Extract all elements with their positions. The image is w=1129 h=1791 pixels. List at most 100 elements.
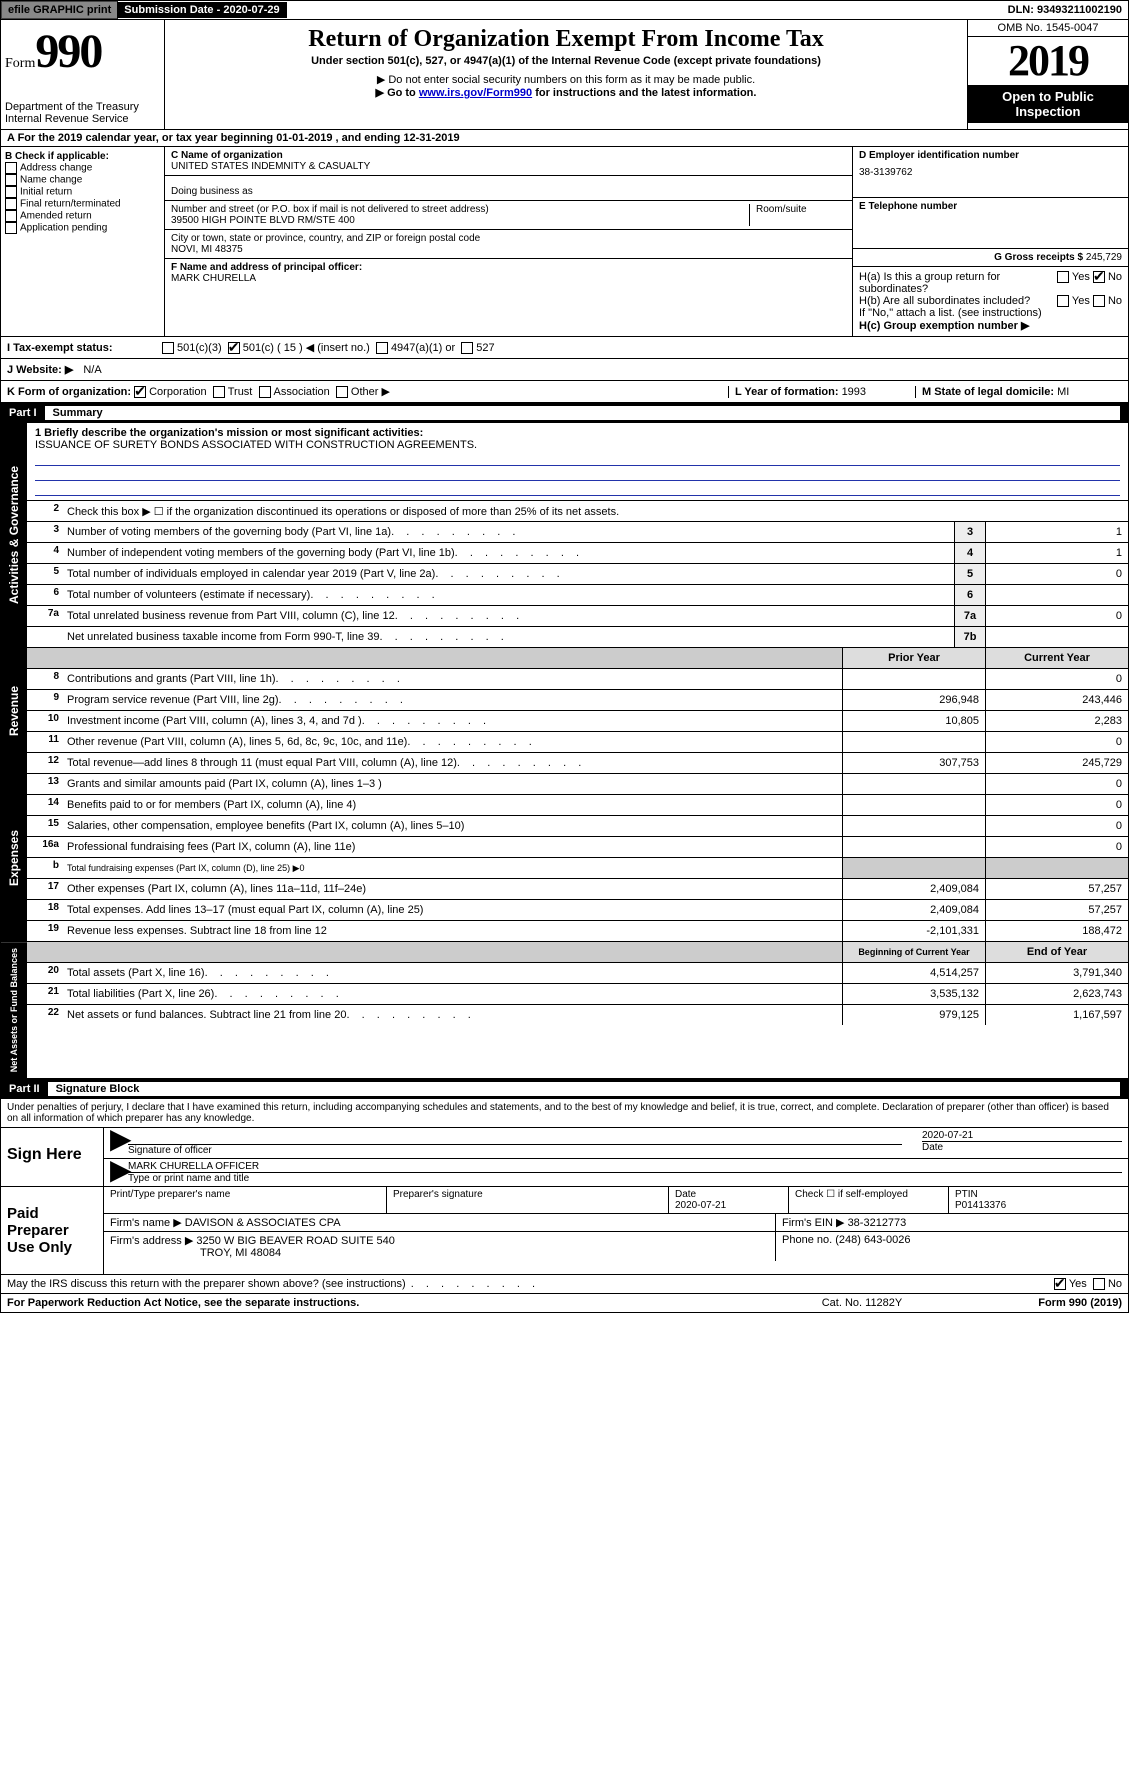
netassets-line-20: 20Total assets (Part X, line 16)4,514,25… <box>27 963 1128 984</box>
chk-amended-return[interactable] <box>5 210 17 222</box>
room-suite-label: Room/suite <box>749 204 846 226</box>
website-value: N/A <box>83 364 101 376</box>
section-b-to-g: B Check if applicable: Address change Na… <box>0 147 1129 337</box>
signature-block: Sign Here ▶ Signature of officer 2020-07… <box>0 1128 1129 1187</box>
form990-link[interactable]: www.irs.gov/Form990 <box>419 87 532 99</box>
firm-name-label: Firm's name ▶ <box>110 1217 182 1229</box>
hdr-end-year: End of Year <box>985 942 1128 962</box>
opt-amended-return: Amended return <box>20 211 92 222</box>
vlabel-revenue: Revenue <box>1 648 27 773</box>
opt-initial-return: Initial return <box>20 187 72 198</box>
chk-ha-no[interactable] <box>1093 271 1105 283</box>
expense-line-15: 15Salaries, other compensation, employee… <box>27 816 1128 837</box>
form-word: Form <box>5 56 35 71</box>
vlabel-ag: Activities & Governance <box>1 423 27 647</box>
expense-line-14: 14Benefits paid to or for members (Part … <box>27 795 1128 816</box>
m-label: M State of legal domicile: <box>922 386 1057 398</box>
expense-line-13: 13Grants and similar amounts paid (Part … <box>27 774 1128 795</box>
open-to-public: Open to Public Inspection <box>968 85 1128 123</box>
firm-addr-label: Firm's address ▶ <box>110 1235 193 1247</box>
discuss-yes: Yes <box>1069 1278 1087 1290</box>
chk-initial-return[interactable] <box>5 186 17 198</box>
chk-501c[interactable] <box>228 342 240 354</box>
discuss-row: May the IRS discuss this return with the… <box>0 1275 1129 1294</box>
line-2-checkbox-text: Check this box ▶ ☐ if the organization d… <box>63 501 1128 521</box>
opt-4947: 4947(a)(1) or <box>391 342 455 354</box>
opt-501c: 501(c) ( 15 ) ◀ (insert no.) <box>243 341 370 354</box>
phone-label: Phone no. <box>782 1234 835 1246</box>
summary-line-5: 5Total number of individuals employed in… <box>27 564 1128 585</box>
opt-association: Association <box>274 386 330 398</box>
block-revenue: Revenue Prior Year Current Year 8Contrib… <box>0 648 1129 774</box>
efile-print-button[interactable]: efile GRAPHIC print <box>1 1 118 19</box>
chk-trust[interactable] <box>213 386 225 398</box>
opt-corporation: Corporation <box>149 386 206 398</box>
hdr-preparer-name: Print/Type preparer's name <box>104 1187 386 1214</box>
chk-name-change[interactable] <box>5 174 17 186</box>
row-i-tax-status: I Tax-exempt status: 501(c)(3) 501(c) ( … <box>0 337 1129 359</box>
chk-association[interactable] <box>259 386 271 398</box>
l1-label: 1 Briefly describe the organization's mi… <box>35 427 1120 439</box>
col-b-checkboxes: B Check if applicable: Address change Na… <box>1 147 165 336</box>
h-c-text: H(c) Group exemption number ▶ <box>859 319 1122 332</box>
part-ii-header: Part II Signature Block <box>0 1079 1129 1099</box>
chk-discuss-no[interactable] <box>1093 1278 1105 1290</box>
dba-label: Doing business as <box>171 186 846 197</box>
goto-post: for instructions and the latest informat… <box>532 87 756 99</box>
state-domicile: MI <box>1057 386 1069 398</box>
row-k-form-org: K Form of organization: Corporation Trus… <box>0 381 1129 403</box>
chk-hb-no[interactable] <box>1093 295 1105 307</box>
principal-officer: MARK CHURELLA <box>171 273 846 284</box>
h-group-return: H(a) Is this a group return for subordin… <box>853 267 1128 336</box>
hdr-self-employed: Check ☐ if self-employed <box>788 1187 948 1214</box>
chk-application-pending[interactable] <box>5 222 17 234</box>
opt-application-pending: Application pending <box>20 223 107 234</box>
mission-text: ISSUANCE OF SURETY BONDS ASSOCIATED WITH… <box>35 439 1120 451</box>
addr-label: Number and street (or P.O. box if mail i… <box>171 204 749 215</box>
opt-trust: Trust <box>228 386 253 398</box>
chk-other[interactable] <box>336 386 348 398</box>
chk-527[interactable] <box>461 342 473 354</box>
paid-preparer-block: Paid Preparer Use Only Print/Type prepar… <box>0 1187 1129 1275</box>
street-address: 39500 HIGH POINTE BLVD RM/STE 400 <box>171 215 749 226</box>
opt-final-return: Final return/terminated <box>20 199 121 210</box>
sig-date-label: Date <box>922 1142 1122 1153</box>
part-i-header: Part I Summary <box>0 403 1129 423</box>
revenue-line-12: 12Total revenue—add lines 8 through 11 (… <box>27 753 1128 773</box>
opt-other: Other ▶ <box>351 386 390 398</box>
h-a-text: H(a) Is this a group return for subordin… <box>859 271 1057 295</box>
chk-corporation[interactable] <box>134 386 146 398</box>
paid-preparer-label: Paid Preparer Use Only <box>1 1187 104 1274</box>
opt-address-change: Address change <box>20 163 92 174</box>
l-label: L Year of formation: <box>735 386 842 398</box>
summary-line-7a: 7aTotal unrelated business revenue from … <box>27 606 1128 627</box>
summary-line-6: 6Total number of volunteers (estimate if… <box>27 585 1128 606</box>
form-number: Form990 <box>5 24 160 79</box>
chk-4947[interactable] <box>376 342 388 354</box>
chk-final-return[interactable] <box>5 198 17 210</box>
perjury-statement: Under penalties of perjury, I declare th… <box>0 1099 1129 1128</box>
block-activities-governance: Activities & Governance 1 Briefly descri… <box>0 423 1129 648</box>
j-label: J Website: ▶ <box>7 363 73 376</box>
chk-501c3[interactable] <box>162 342 174 354</box>
org-name: UNITED STATES INDEMNITY & CASUALTY <box>171 161 846 172</box>
hdr-current-year: Current Year <box>985 648 1128 668</box>
ptin-value: P01413376 <box>955 1200 1006 1211</box>
netassets-line-21: 21Total liabilities (Part X, line 26)3,5… <box>27 984 1128 1005</box>
opt-501c3: 501(c)(3) <box>177 342 222 354</box>
chk-ha-yes[interactable] <box>1057 271 1069 283</box>
dln-value: 93493211002190 <box>1037 4 1122 16</box>
h-b-text: H(b) Are all subordinates included? <box>859 295 1057 307</box>
chk-address-change[interactable] <box>5 162 17 174</box>
chk-hb-yes[interactable] <box>1057 295 1069 307</box>
footer: For Paperwork Reduction Act Notice, see … <box>0 1294 1129 1313</box>
discuss-no: No <box>1108 1278 1122 1290</box>
summary-line-3: 3Number of voting members of the governi… <box>27 522 1128 543</box>
top-bar: efile GRAPHIC print Submission Date - 20… <box>0 0 1129 20</box>
netassets-line-22: 22Net assets or fund balances. Subtract … <box>27 1005 1128 1025</box>
expense-line-b: bTotal fundraising expenses (Part IX, co… <box>27 858 1128 879</box>
vlabel-expenses: Expenses <box>1 774 27 941</box>
hdr-beginning-year: Beginning of Current Year <box>842 942 985 962</box>
irs-label: Internal Revenue Service <box>5 113 160 125</box>
chk-discuss-yes[interactable] <box>1054 1278 1066 1290</box>
